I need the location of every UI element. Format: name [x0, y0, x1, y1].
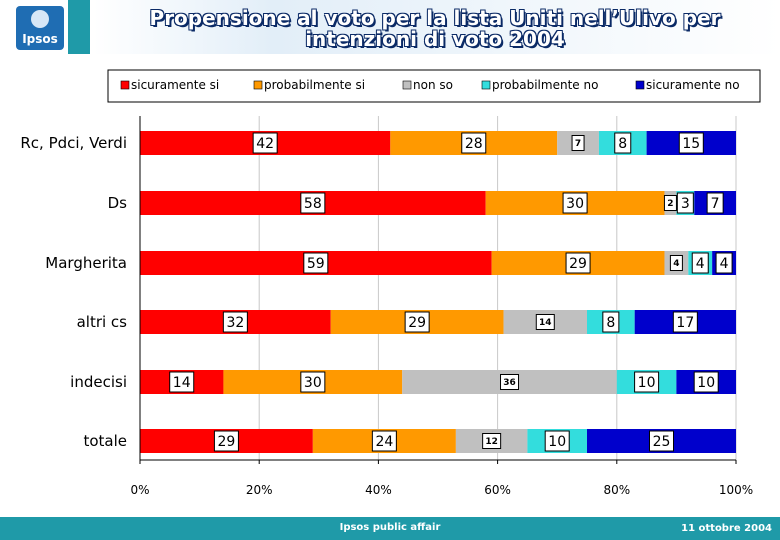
data-label-box — [571, 135, 585, 151]
data-label-box — [300, 192, 326, 214]
stacked-bar-chart: sicuramente si probabilmente si non so prob… — [20, 69, 761, 497]
data-label-box — [706, 192, 724, 214]
data-label: 25 — [653, 434, 671, 450]
category-label: Margherita — [45, 254, 127, 272]
legend-label-3: probabilmente no — [492, 78, 598, 92]
data-label-box — [222, 311, 248, 333]
data-label-box — [678, 132, 704, 154]
data-label: 32 — [226, 315, 244, 331]
category-label: Ds — [108, 194, 128, 212]
legend-swatch-2 — [402, 80, 412, 90]
footer-date: 11 ottobre 2004 — [681, 523, 772, 534]
x-tick-label: 100% — [719, 483, 753, 497]
data-label-box — [562, 192, 588, 214]
data-label: 24 — [375, 434, 393, 450]
data-label: 2 — [667, 199, 673, 209]
data-label: 8 — [618, 136, 627, 152]
data-label-box — [691, 252, 709, 274]
legend-label-1: probabilmente si — [264, 78, 365, 92]
x-tick-label: 40% — [365, 483, 392, 497]
data-label-box — [535, 314, 555, 330]
footer-bar: Ipsos public affair 11 ottobre 2004 — [0, 517, 780, 540]
data-label: 14 — [539, 318, 552, 328]
data-label-box — [602, 311, 620, 333]
data-label: 30 — [566, 196, 584, 212]
data-label: 30 — [304, 375, 322, 391]
data-label: 12 — [485, 437, 498, 447]
legend-swatch-4 — [635, 80, 645, 90]
x-tick-label: 60% — [484, 483, 511, 497]
data-label: 29 — [408, 315, 426, 331]
legend-label-2: non so — [413, 78, 453, 92]
data-label-box — [544, 430, 570, 452]
data-label: 10 — [548, 434, 566, 450]
data-label-box — [300, 371, 326, 393]
x-tick-label: 20% — [246, 483, 273, 497]
data-label-box — [482, 433, 502, 449]
data-label-box — [614, 132, 632, 154]
data-label: 4 — [720, 256, 729, 272]
data-label: 7 — [575, 139, 581, 149]
data-label-box — [649, 430, 674, 452]
data-label: 3 — [681, 196, 690, 212]
legend-swatch-1 — [253, 80, 263, 90]
slide-title: Propensione al voto per la lista Uniti n… — [100, 8, 770, 50]
data-label: 28 — [465, 136, 483, 152]
data-label: 10 — [638, 375, 656, 391]
data-label: 7 — [711, 196, 720, 212]
category-label: altri cs — [77, 313, 128, 331]
category-label: Rc, Pdci, Verdi — [20, 134, 127, 152]
data-label-box — [634, 371, 660, 393]
data-label: 36 — [503, 378, 516, 388]
data-label-box — [303, 252, 329, 274]
legend-label-4: sicuramente no — [646, 78, 740, 92]
data-label-box — [252, 132, 278, 154]
legend-box — [107, 69, 761, 103]
title-line-1: Propensione al voto per la lista Uniti n… — [149, 6, 721, 30]
data-label-box — [213, 430, 239, 452]
category-label: indecisi — [70, 373, 127, 391]
logo-text: Ipsos — [22, 32, 58, 46]
header-band — [0, 0, 780, 54]
data-label: 17 — [676, 315, 694, 331]
data-label-box — [461, 132, 487, 154]
data-label-box — [693, 371, 719, 393]
data-label-box — [715, 252, 733, 274]
data-label: 29 — [218, 434, 236, 450]
legend-label-0: sicuramente si — [131, 78, 219, 92]
header-accent-strip — [68, 0, 90, 54]
data-label-box — [676, 192, 694, 214]
data-label-box — [500, 374, 520, 390]
data-label: 29 — [569, 256, 587, 272]
data-label-box — [169, 371, 195, 393]
data-label: 10 — [697, 375, 715, 391]
data-label-box — [663, 195, 677, 211]
data-label: 8 — [606, 315, 615, 331]
title-line-2: intenzioni di voto 2004 — [305, 27, 565, 51]
data-label: 4 — [696, 256, 705, 272]
legend-swatch-3 — [481, 80, 491, 90]
data-label-box — [672, 311, 698, 333]
ipsos-logo: Ipsos — [16, 6, 64, 50]
logo-emblem-icon — [31, 10, 49, 28]
x-tick-label: 80% — [603, 483, 630, 497]
data-label: 4 — [673, 259, 679, 269]
category-label: totale — [83, 432, 127, 450]
legend-swatch-0 — [120, 80, 130, 90]
data-label: 58 — [304, 196, 322, 212]
data-label-box — [565, 252, 591, 274]
footer-source: Ipsos public affair — [339, 522, 441, 533]
data-label: 14 — [173, 375, 191, 391]
data-label-box — [371, 430, 397, 452]
data-label-box — [669, 255, 683, 271]
data-label: 59 — [307, 256, 325, 272]
x-tick-label: 0% — [130, 483, 149, 497]
data-label-box — [404, 311, 430, 333]
data-label: 15 — [682, 136, 700, 152]
data-label: 42 — [256, 136, 274, 152]
